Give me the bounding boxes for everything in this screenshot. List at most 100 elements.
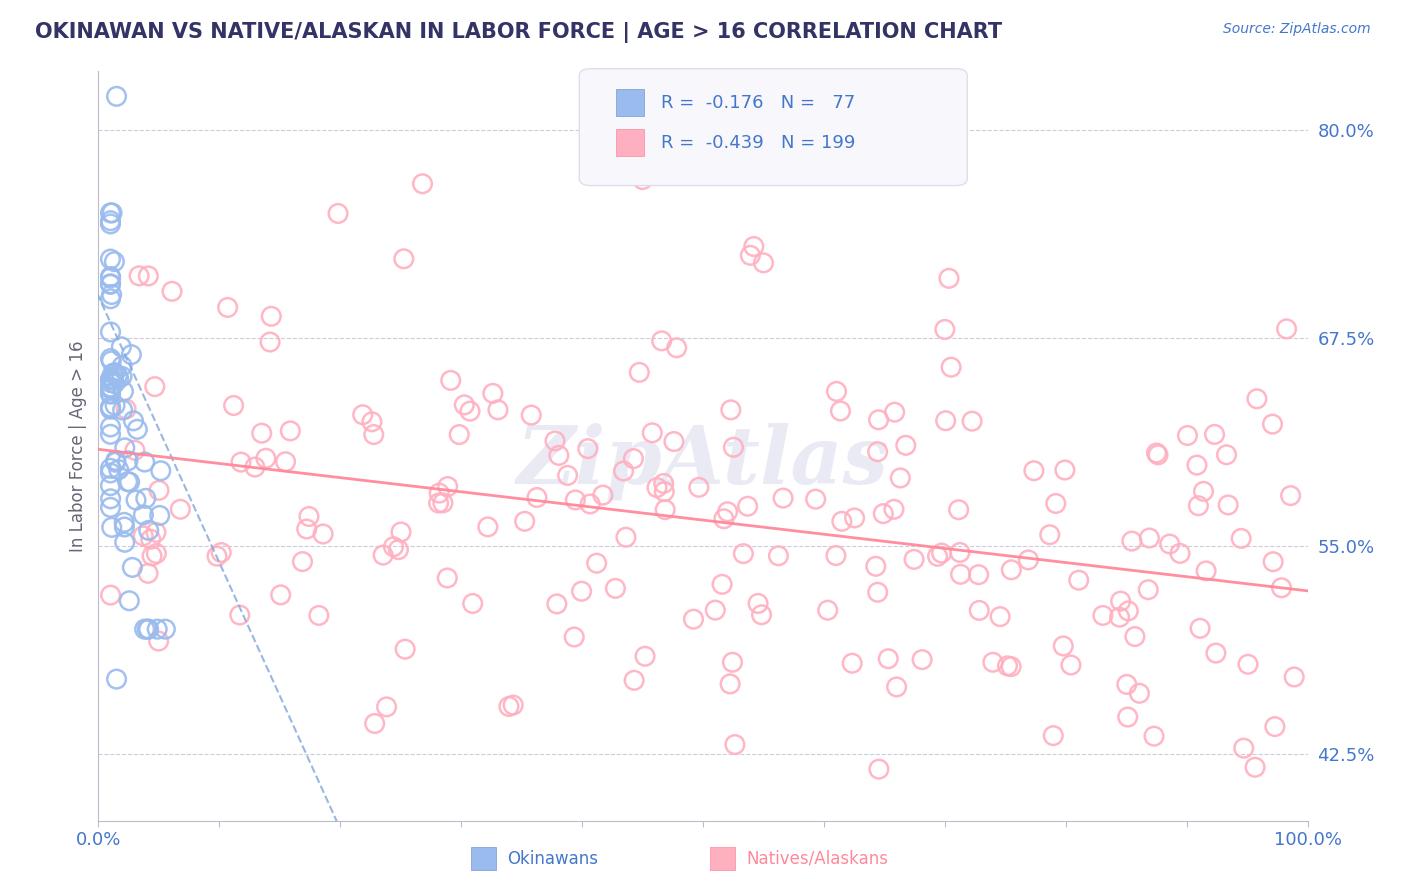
Point bbox=[100, 376, 122, 390]
Point bbox=[949, 567, 972, 582]
Point bbox=[571, 584, 593, 599]
Point bbox=[938, 271, 960, 285]
Point bbox=[911, 652, 934, 666]
Point bbox=[103, 368, 125, 382]
Point bbox=[486, 402, 509, 417]
Point bbox=[1017, 553, 1039, 567]
Point bbox=[120, 348, 142, 362]
Point bbox=[100, 381, 122, 395]
Point bbox=[149, 508, 172, 523]
Point bbox=[831, 514, 853, 528]
Point bbox=[104, 366, 127, 380]
Point bbox=[449, 427, 471, 442]
Point bbox=[1270, 581, 1292, 595]
Point bbox=[100, 271, 122, 285]
Point bbox=[1143, 729, 1166, 743]
Point bbox=[682, 612, 704, 626]
Point bbox=[866, 585, 889, 599]
Point bbox=[1185, 458, 1208, 472]
Point bbox=[118, 475, 141, 489]
Point bbox=[127, 422, 149, 436]
Point bbox=[411, 177, 433, 191]
Point bbox=[458, 404, 481, 418]
Point bbox=[688, 480, 710, 494]
Point bbox=[1192, 484, 1215, 499]
Point bbox=[997, 658, 1019, 673]
Point bbox=[585, 556, 607, 570]
Point bbox=[138, 622, 160, 636]
Point bbox=[1177, 428, 1199, 442]
Point bbox=[883, 502, 905, 516]
Point bbox=[125, 493, 148, 508]
Point bbox=[111, 359, 134, 373]
Point bbox=[482, 386, 505, 401]
Point bbox=[1137, 582, 1160, 597]
Point bbox=[100, 387, 122, 401]
Point bbox=[427, 496, 450, 510]
Point bbox=[138, 268, 160, 283]
Point bbox=[1052, 639, 1074, 653]
Point bbox=[1045, 496, 1067, 510]
Point bbox=[967, 603, 990, 617]
Point bbox=[363, 716, 385, 731]
Point bbox=[100, 402, 122, 417]
Point bbox=[935, 414, 957, 428]
Point bbox=[243, 460, 266, 475]
Point bbox=[259, 334, 281, 349]
Text: R =  -0.439   N = 199: R = -0.439 N = 199 bbox=[661, 134, 855, 152]
Point bbox=[865, 559, 887, 574]
Point bbox=[477, 520, 499, 534]
Point bbox=[436, 479, 458, 493]
Point bbox=[1039, 527, 1062, 541]
Point bbox=[117, 475, 139, 489]
Point bbox=[1116, 604, 1139, 618]
Point bbox=[988, 609, 1011, 624]
Point bbox=[949, 545, 972, 559]
Point bbox=[110, 340, 132, 354]
Point bbox=[115, 402, 138, 417]
Point bbox=[436, 571, 458, 585]
Point bbox=[138, 524, 160, 538]
Point bbox=[830, 404, 852, 418]
Point bbox=[461, 597, 484, 611]
Point bbox=[628, 365, 651, 379]
Point bbox=[1261, 417, 1284, 431]
Point bbox=[114, 441, 136, 455]
Point bbox=[135, 491, 157, 506]
Point bbox=[544, 434, 567, 448]
Point bbox=[1116, 710, 1139, 724]
Point bbox=[872, 507, 894, 521]
Point bbox=[652, 476, 675, 491]
Point bbox=[101, 372, 124, 386]
Point bbox=[652, 484, 675, 499]
Point bbox=[217, 301, 239, 315]
Point bbox=[1282, 670, 1305, 684]
Point bbox=[903, 552, 925, 566]
Point bbox=[312, 527, 335, 541]
Point bbox=[100, 420, 122, 434]
Point bbox=[868, 413, 890, 427]
Point bbox=[631, 172, 654, 186]
Point bbox=[114, 535, 136, 549]
Point bbox=[939, 360, 962, 375]
Point bbox=[579, 497, 602, 511]
Point bbox=[557, 468, 579, 483]
Point bbox=[107, 372, 129, 386]
Point bbox=[1000, 563, 1022, 577]
Point bbox=[148, 634, 170, 648]
Point bbox=[100, 401, 122, 415]
Point bbox=[298, 509, 321, 524]
Point bbox=[100, 491, 122, 506]
Text: OKINAWAN VS NATIVE/ALASKAN IN LABOR FORCE | AGE > 16 CORRELATION CHART: OKINAWAN VS NATIVE/ALASKAN IN LABOR FORC… bbox=[35, 22, 1002, 44]
Point bbox=[576, 442, 599, 456]
Point bbox=[103, 254, 125, 268]
Point bbox=[100, 252, 122, 266]
Point bbox=[382, 540, 405, 554]
Point bbox=[747, 597, 769, 611]
Point bbox=[592, 488, 614, 502]
Point bbox=[704, 603, 727, 617]
Point bbox=[1108, 610, 1130, 624]
Point bbox=[737, 500, 759, 514]
Point bbox=[270, 588, 292, 602]
Point bbox=[100, 292, 122, 306]
